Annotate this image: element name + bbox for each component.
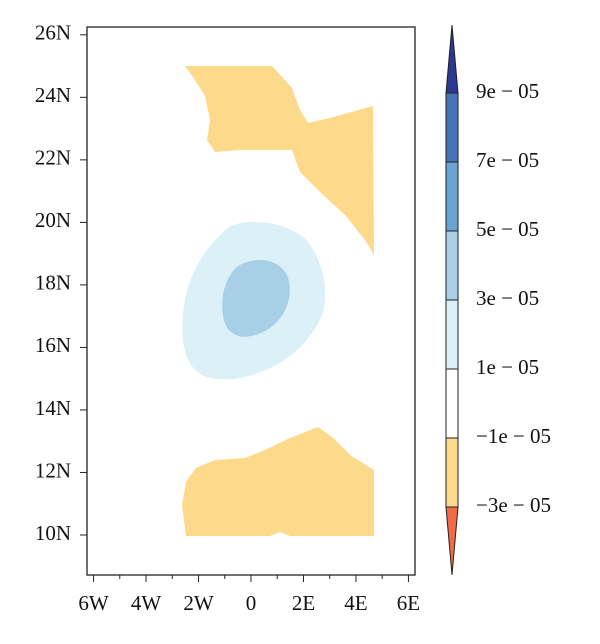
- colorbar-bin: [445, 230, 459, 301]
- y-tick-label: 10N: [35, 521, 71, 545]
- colorbar-bin: [445, 161, 459, 232]
- contour-region: [182, 427, 374, 536]
- y-tick-label: 14N: [35, 396, 71, 420]
- x-tick-label: 6W: [78, 591, 109, 615]
- colorbar-extension: [445, 506, 459, 576]
- contour-regions: [182, 66, 374, 536]
- colorbar-label: 5e − 05: [476, 217, 539, 241]
- colorbar-label: 3e − 05: [476, 286, 539, 310]
- colorbar-bin: [445, 368, 459, 439]
- x-tick-label: 4E: [344, 591, 367, 615]
- x-tick-label: 4W: [131, 591, 162, 615]
- y-tick-label: 12N: [35, 458, 71, 482]
- colorbar-label: 1e − 05: [476, 355, 539, 379]
- colorbar-bin: [445, 92, 459, 163]
- contour-region: [185, 66, 374, 255]
- y-tick-label: 18N: [35, 271, 71, 295]
- x-tick-label: 0: [246, 591, 257, 615]
- contour-region: [222, 259, 290, 337]
- x-tick-label: 2W: [183, 591, 214, 615]
- colorbar-label: 7e − 05: [476, 148, 539, 172]
- colorbar-label: −3e − 05: [476, 493, 551, 517]
- y-tick-label: 26N: [35, 21, 71, 45]
- y-tick-label: 24N: [35, 83, 71, 107]
- y-tick-label: 16N: [35, 333, 71, 357]
- colorbar-bin: [445, 437, 459, 508]
- colorbar-extension: [445, 24, 459, 94]
- y-tick-label: 22N: [35, 146, 71, 170]
- y-tick-label: 20N: [35, 208, 71, 232]
- colorbar-bin: [445, 299, 459, 370]
- x-tick-label: 6E: [397, 591, 420, 615]
- x-tick-label: 2E: [292, 591, 315, 615]
- colorbar-label: −1e − 05: [476, 424, 551, 448]
- colorbar-label: 9e − 05: [476, 79, 539, 103]
